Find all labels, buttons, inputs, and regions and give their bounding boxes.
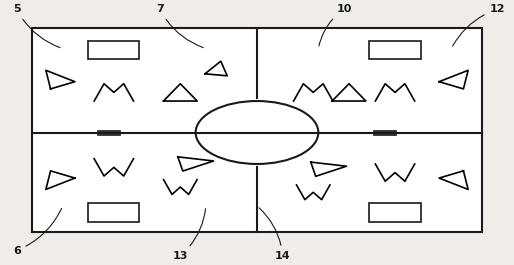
- Bar: [88, 203, 139, 222]
- Bar: [32, 28, 482, 232]
- Text: 10: 10: [319, 4, 352, 46]
- Bar: [88, 41, 139, 59]
- Text: 6: 6: [13, 209, 62, 255]
- Text: 13: 13: [173, 209, 206, 261]
- Text: 12: 12: [453, 4, 505, 46]
- Bar: [370, 41, 420, 59]
- Bar: [370, 203, 420, 222]
- Bar: [373, 130, 396, 135]
- Text: 14: 14: [259, 208, 290, 261]
- Text: 5: 5: [13, 4, 60, 48]
- Bar: [97, 130, 120, 135]
- Text: 7: 7: [156, 4, 203, 48]
